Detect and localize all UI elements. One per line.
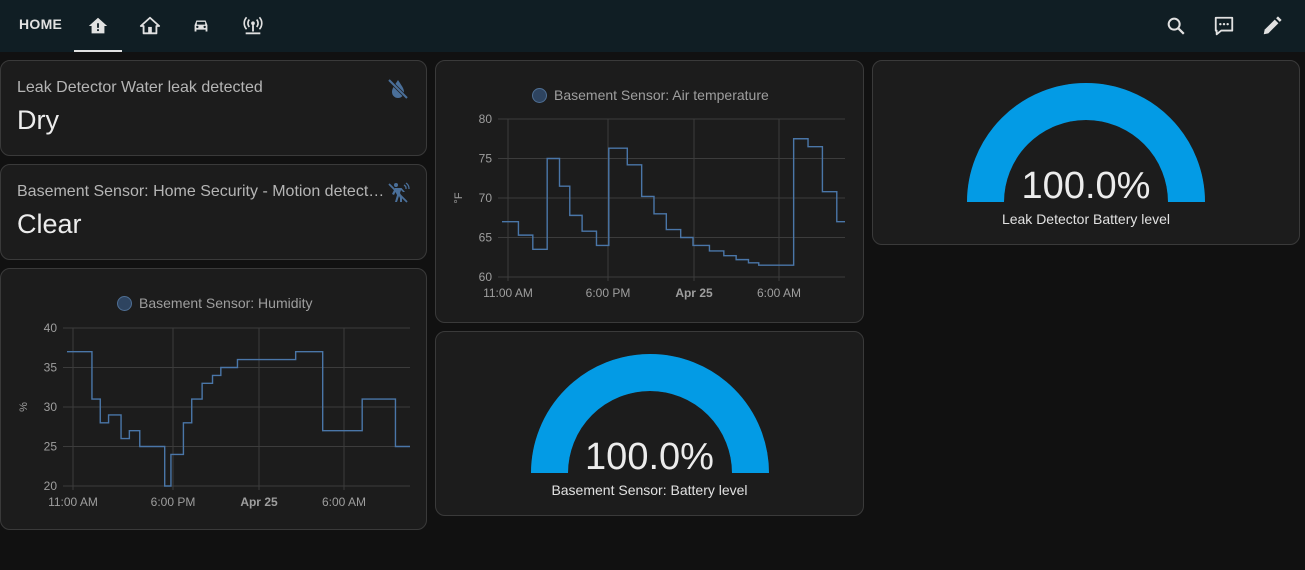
y-axis-label: % xyxy=(18,402,30,412)
edit-pencil-icon xyxy=(1263,16,1282,35)
y-tick-label: 75 xyxy=(479,152,493,166)
motion-sensor-off-icon xyxy=(388,182,410,203)
chart-legend[interactable]: Basement Sensor: Humidity xyxy=(117,295,313,311)
leak-detector-card[interactable]: Leak Detector Water leak detected Dry xyxy=(0,60,427,156)
x-tick-label: Apr 25 xyxy=(675,286,713,300)
tab-home[interactable] xyxy=(126,0,174,52)
x-tick-label: 11:00 AM xyxy=(48,495,98,509)
y-tick-label: 65 xyxy=(479,231,493,245)
search-icon xyxy=(1167,17,1185,35)
legend-label: Basement Sensor: Humidity xyxy=(139,295,313,311)
search-button[interactable] xyxy=(1160,10,1192,42)
gauge-value: 100.0% xyxy=(1021,165,1151,207)
legend-dot xyxy=(117,295,132,311)
battery-gauge xyxy=(531,354,769,474)
y-axis-label: °F xyxy=(453,192,465,203)
battery-gauge xyxy=(967,83,1205,203)
gauge-fill xyxy=(967,83,1205,203)
entity-state: Dry xyxy=(17,105,59,135)
access-point-network-icon xyxy=(243,16,263,35)
home-icon xyxy=(139,16,161,35)
y-tick-label: 25 xyxy=(44,440,58,454)
car-icon xyxy=(194,20,208,32)
entity-state: Clear xyxy=(17,209,82,239)
assist-button[interactable] xyxy=(1208,10,1240,42)
legend-label: Basement Sensor: Air temperature xyxy=(554,87,769,103)
x-tick-label: 6:00 AM xyxy=(757,286,801,300)
assist-icon xyxy=(1214,16,1234,36)
y-tick-label: 20 xyxy=(44,479,58,493)
tab-home-alert[interactable] xyxy=(74,0,122,52)
entity-name: Leak Detector Water leak detected xyxy=(17,79,263,96)
y-tick-label: 30 xyxy=(44,400,58,414)
temperature-chart: 60 65 70 75 80 11:00 AM 6:00 PM Apr 25 6:00 AM °F xyxy=(453,112,845,300)
entity-name: Basement Sensor: Home Security - Motion … xyxy=(17,183,385,200)
x-tick-label: 6:00 PM xyxy=(151,495,196,509)
humidity-history-card[interactable]: Basement Sensor: Humidity 20 25 30 35 40 11:0… xyxy=(0,268,427,530)
edit-dashboard-button[interactable] xyxy=(1256,10,1288,42)
series-line[interactable] xyxy=(502,138,845,266)
y-tick-label: 40 xyxy=(44,321,58,335)
y-tick-label: 70 xyxy=(479,191,493,205)
legend-dot xyxy=(532,87,547,103)
humidity-chart: 20 25 30 35 40 11:00 AM 6:00 PM Apr 25 6:00 AM% xyxy=(18,321,410,509)
tab-garage[interactable] xyxy=(177,0,225,52)
gauge-value: 100.0% xyxy=(585,436,714,478)
series-line[interactable] xyxy=(67,351,410,487)
x-tick-label: Apr 25 xyxy=(240,495,278,509)
chart-legend[interactable]: Basement Sensor: Air temperature xyxy=(532,87,769,103)
tab-network[interactable] xyxy=(229,0,277,52)
x-tick-label: 6:00 AM xyxy=(322,495,366,509)
dashboard-title: HOME xyxy=(19,16,63,32)
home-alert-icon xyxy=(88,17,108,34)
leak-battery-gauge-card[interactable]: 100.0% Leak Detector Battery level xyxy=(872,60,1300,245)
gauge-label: Leak Detector Battery level xyxy=(1001,211,1171,227)
gauge-fill xyxy=(531,354,769,474)
x-tick-label: 11:00 AM xyxy=(483,286,533,300)
temperature-history-card[interactable]: Basement Sensor: Air temperature 60 65 70 7… xyxy=(435,60,864,323)
y-tick-label: 80 xyxy=(479,112,493,126)
top-app-bar: HOME xyxy=(0,0,1305,52)
gauge-label: Basement Sensor: Battery level xyxy=(551,482,748,498)
x-tick-label: 6:00 PM xyxy=(586,286,631,300)
y-tick-label: 60 xyxy=(479,270,493,284)
basement-battery-gauge-card[interactable]: 100.0% Basement Sensor: Battery level xyxy=(435,331,864,516)
water-off-icon xyxy=(387,78,409,100)
motion-detection-card[interactable]: Basement Sensor: Home Security - Motion … xyxy=(0,164,427,260)
y-tick-label: 35 xyxy=(44,361,58,375)
